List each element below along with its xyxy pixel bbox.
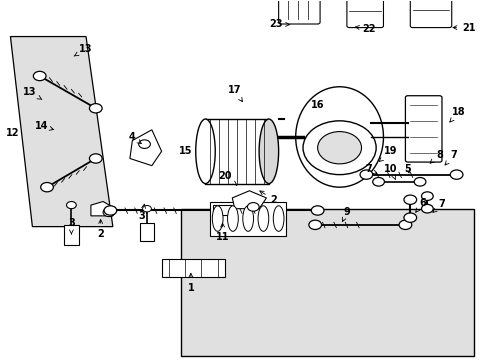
Bar — [140, 223, 154, 241]
Ellipse shape — [258, 206, 268, 231]
Text: 1: 1 — [187, 273, 194, 293]
Text: 6: 6 — [415, 198, 425, 212]
Text: 20: 20 — [218, 171, 236, 185]
Circle shape — [398, 220, 411, 229]
Polygon shape — [10, 37, 113, 226]
FancyBboxPatch shape — [405, 96, 441, 162]
Text: 2: 2 — [97, 220, 104, 239]
Bar — [181, 209, 473, 356]
Text: 7: 7 — [432, 199, 445, 212]
Circle shape — [89, 154, 102, 163]
Text: 16: 16 — [310, 100, 324, 110]
Text: 3: 3 — [139, 204, 145, 221]
Circle shape — [247, 203, 259, 211]
Circle shape — [308, 220, 321, 229]
Polygon shape — [91, 202, 115, 216]
Circle shape — [421, 192, 432, 201]
Text: 15: 15 — [179, 146, 192, 156]
Text: 8: 8 — [429, 150, 442, 163]
Bar — [64, 225, 79, 244]
Text: 12: 12 — [6, 129, 20, 138]
Circle shape — [403, 195, 416, 204]
Circle shape — [303, 121, 375, 175]
Circle shape — [41, 183, 53, 192]
Circle shape — [449, 170, 462, 179]
Circle shape — [104, 206, 117, 215]
FancyBboxPatch shape — [278, 0, 320, 24]
FancyBboxPatch shape — [346, 0, 383, 28]
Ellipse shape — [243, 206, 253, 231]
Circle shape — [311, 206, 324, 215]
Circle shape — [372, 177, 384, 186]
Text: 18: 18 — [449, 107, 465, 122]
Text: 22: 22 — [355, 24, 375, 34]
Ellipse shape — [273, 206, 284, 231]
Circle shape — [142, 206, 151, 212]
Ellipse shape — [195, 119, 215, 184]
Circle shape — [403, 213, 416, 222]
Circle shape — [33, 71, 46, 81]
Text: 3: 3 — [68, 218, 75, 234]
Text: 21: 21 — [452, 23, 474, 33]
Circle shape — [317, 132, 361, 164]
Text: 9: 9 — [342, 207, 349, 221]
Text: 13: 13 — [74, 44, 93, 56]
Circle shape — [359, 170, 372, 179]
Circle shape — [413, 177, 425, 186]
Bar — [212, 205, 232, 215]
Circle shape — [89, 104, 102, 113]
Text: 2: 2 — [259, 191, 277, 205]
Text: 23: 23 — [269, 19, 289, 29]
Text: 4: 4 — [129, 132, 141, 144]
Text: 5: 5 — [404, 164, 410, 174]
Text: 13: 13 — [23, 87, 42, 99]
Polygon shape — [161, 259, 224, 277]
Text: 7: 7 — [365, 164, 377, 174]
Text: 17: 17 — [227, 85, 242, 102]
Ellipse shape — [212, 206, 223, 231]
Ellipse shape — [227, 206, 238, 231]
Text: 10: 10 — [383, 164, 397, 180]
FancyBboxPatch shape — [409, 0, 451, 28]
Circle shape — [103, 208, 115, 217]
Ellipse shape — [259, 119, 278, 184]
Text: 19: 19 — [379, 146, 397, 161]
Bar — [205, 119, 268, 184]
Circle shape — [139, 140, 150, 148]
Ellipse shape — [295, 87, 383, 187]
Bar — [210, 202, 285, 235]
Text: 7: 7 — [444, 150, 457, 165]
Circle shape — [66, 202, 76, 209]
Circle shape — [421, 204, 432, 213]
Polygon shape — [232, 191, 266, 209]
Text: 14: 14 — [35, 121, 53, 131]
Text: 11: 11 — [215, 223, 229, 242]
Polygon shape — [130, 130, 161, 166]
